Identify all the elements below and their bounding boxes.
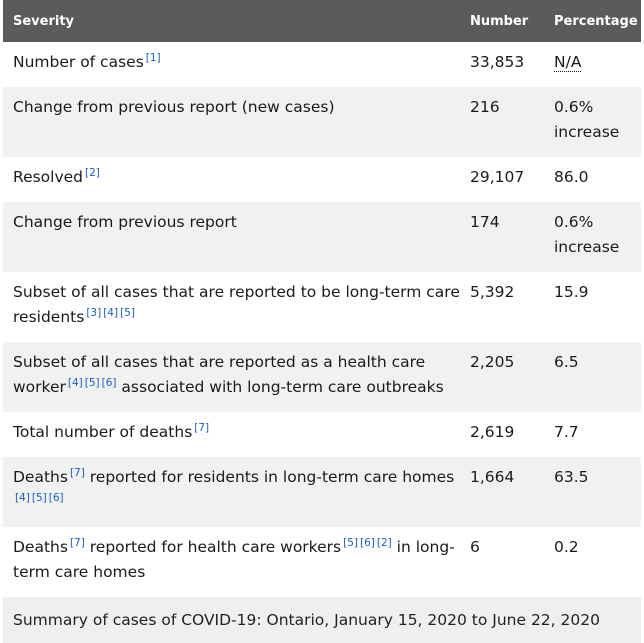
label-text: in long-term care homes xyxy=(13,538,455,581)
header-row: Severity Number Percentage xyxy=(3,0,641,42)
label-text: associated with long-term care outbreaks xyxy=(116,378,444,396)
percentage-value: 15.9 xyxy=(554,283,589,301)
row-number: 29,107 xyxy=(470,157,546,202)
row-number: 216 xyxy=(470,87,546,157)
table-row: Subset of all cases that are reported to… xyxy=(3,272,641,342)
footnote-link[interactable]: [5] xyxy=(31,491,47,504)
row-number: 174 xyxy=(470,202,546,272)
percentage-value: 86.0 xyxy=(554,168,589,186)
row-severity-label: Deaths [7] reported for health care worke… xyxy=(3,527,470,597)
label-text: Change from previous report xyxy=(13,213,237,231)
header-percentage: Percentage xyxy=(546,0,641,42)
table-body: Number of cases [1] 33,853 N/A Change from p… xyxy=(3,42,641,597)
row-severity-label: Change from previous report (new cases) xyxy=(3,87,470,157)
table-row: Resolved [2] 29,107 86.0 xyxy=(3,157,641,202)
row-percentage: 6.5 xyxy=(546,342,641,412)
table-row: Subset of all cases that are reported as… xyxy=(3,342,641,412)
label-text: reported for residents in long-term care… xyxy=(84,468,455,486)
label-text: Subset of all cases that are reported as… xyxy=(13,353,426,396)
footnote-link[interactable]: [6] xyxy=(101,376,117,389)
footnote-link[interactable]: [7] xyxy=(69,466,85,479)
footnote-link[interactable]: [4] xyxy=(15,491,30,504)
row-percentage: 15.9 xyxy=(546,272,641,342)
row-percentage: 0.2 xyxy=(546,527,641,597)
label-text: Change from previous report (new cases) xyxy=(13,98,335,116)
table-row: Deaths [7] reported for health care worke… xyxy=(3,527,641,597)
footnote-link[interactable]: [5] xyxy=(84,376,100,389)
row-severity-label: Deaths [7] reported for residents in long… xyxy=(3,457,470,527)
footnote-link[interactable]: [7] xyxy=(69,536,85,549)
row-severity-label: Number of cases [1] xyxy=(3,42,470,87)
footnote-link[interactable]: [6] xyxy=(359,536,375,549)
row-percentage: 0.6% increase xyxy=(546,202,641,272)
summary-table-container: Severity Number Percentage Number of cas… xyxy=(3,0,641,643)
row-severity-label: Subset of all cases that are reported as… xyxy=(3,342,470,412)
table-row: Deaths [7] reported for residents in long… xyxy=(3,457,641,527)
table-header: Severity Number Percentage xyxy=(3,0,641,42)
label-text: Deaths xyxy=(13,538,68,556)
footnote-link[interactable]: [4] xyxy=(103,306,119,319)
covid-summary-table: Severity Number Percentage Number of cas… xyxy=(3,0,641,597)
header-number: Number xyxy=(470,0,546,42)
table-row: Total number of deaths [7] 2,619 7.7 xyxy=(3,412,641,457)
row-percentage: 7.7 xyxy=(546,412,641,457)
label-text: Number of cases xyxy=(13,53,144,71)
row-percentage: N/A xyxy=(546,42,641,87)
percentage-value: 6.5 xyxy=(554,353,579,371)
footnote-link[interactable]: [5] xyxy=(343,536,358,549)
table-caption: Summary of cases of COVID-19: Ontario, J… xyxy=(3,597,641,643)
percentage-value: 7.7 xyxy=(554,423,579,441)
label-text: reported for health care workers xyxy=(84,538,342,556)
row-severity-label: Total number of deaths [7] xyxy=(3,412,470,457)
percentage-abbr: N/A xyxy=(554,53,582,72)
footnote-link[interactable]: [7] xyxy=(194,421,210,434)
row-percentage: 0.6% increase xyxy=(546,87,641,157)
row-percentage: 86.0 xyxy=(546,157,641,202)
percentage-value: 63.5 xyxy=(554,468,589,486)
row-number: 2,205 xyxy=(470,342,546,412)
label-text: Resolved xyxy=(13,168,84,186)
row-percentage: 63.5 xyxy=(546,457,641,527)
percentage-value: 0.6% increase xyxy=(554,213,620,256)
table-row: Change from previous report 174 0.6% incre… xyxy=(3,202,641,272)
footnote-link[interactable]: [6] xyxy=(48,491,64,504)
row-severity-label: Subset of all cases that are reported to… xyxy=(3,272,470,342)
label-text: Deaths xyxy=(13,468,68,486)
row-number: 5,392 xyxy=(470,272,546,342)
table-row: Number of cases [1] 33,853 N/A xyxy=(3,42,641,87)
percentage-value: 0.6% increase xyxy=(554,98,620,141)
label-text: Subset of all cases that are reported to… xyxy=(13,283,460,326)
footnote-link[interactable]: [5] xyxy=(120,306,135,319)
footnote-link[interactable]: [2] xyxy=(376,536,392,549)
footnote-link[interactable]: [2] xyxy=(85,166,100,179)
footnote-link[interactable]: [3] xyxy=(86,306,102,319)
table-row: Change from previous report (new cases) 2… xyxy=(3,87,641,157)
row-number: 2,619 xyxy=(470,412,546,457)
row-number: 1,664 xyxy=(470,457,546,527)
label-text: Total number of deaths xyxy=(13,423,193,441)
footnote-link[interactable]: [4] xyxy=(67,376,83,389)
row-severity-label: Resolved [2] xyxy=(3,157,470,202)
footnote-link[interactable]: [1] xyxy=(145,51,161,64)
header-severity: Severity xyxy=(3,0,470,42)
row-severity-label: Change from previous report xyxy=(3,202,470,272)
row-number: 6 xyxy=(470,527,546,597)
row-number: 33,853 xyxy=(470,42,546,87)
percentage-value: 0.2 xyxy=(554,538,579,556)
